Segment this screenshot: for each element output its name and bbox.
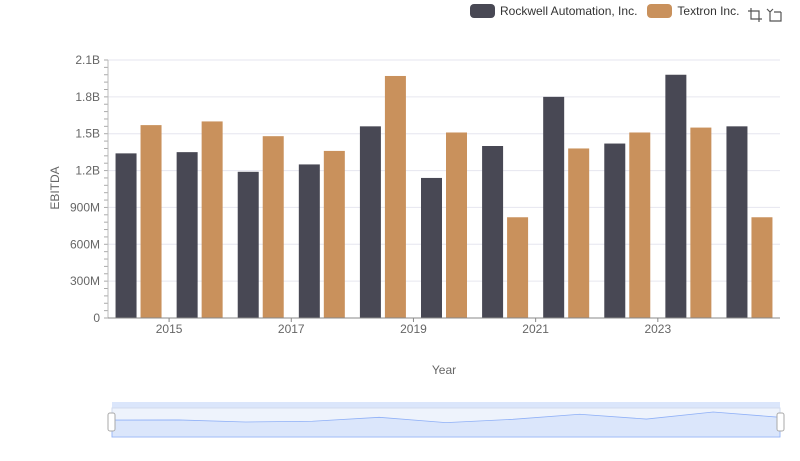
y-axis-title: EBITDA xyxy=(48,166,62,209)
zoom-preview-area xyxy=(111,411,781,438)
y-tick-label: 600M xyxy=(70,237,100,251)
legend-swatch-textron xyxy=(647,4,673,18)
bar-textron[interactable] xyxy=(323,150,345,318)
bar-rockwell[interactable] xyxy=(421,177,442,318)
y-tick-label: 1.2B xyxy=(75,164,100,178)
zoom-handle-left[interactable] xyxy=(107,412,116,432)
y-tick-label: 300M xyxy=(70,274,100,288)
bar-rockwell[interactable] xyxy=(726,126,748,318)
zoom-handle-right[interactable] xyxy=(776,412,785,432)
bar-textron[interactable] xyxy=(201,121,223,318)
x-tick-label: 2021 xyxy=(522,322,549,336)
bar-textron[interactable] xyxy=(690,127,712,318)
data-zoom-slider[interactable] xyxy=(107,402,785,438)
x-tick-label: 2015 xyxy=(156,322,183,336)
bar-textron[interactable] xyxy=(446,132,467,318)
x-tick-label: 2017 xyxy=(278,322,305,336)
y-tick-label: 1.5B xyxy=(75,127,100,141)
bar-rockwell[interactable] xyxy=(665,74,687,318)
bar-textron[interactable] xyxy=(507,217,529,318)
y-tick-label: 2.1B xyxy=(75,53,100,67)
bar-textron[interactable] xyxy=(140,125,162,318)
bar-rockwell[interactable] xyxy=(176,152,198,318)
bar-rockwell[interactable] xyxy=(604,143,626,318)
chart-toolbox xyxy=(746,6,786,24)
bar-textron[interactable] xyxy=(629,132,651,318)
bar-rockwell[interactable] xyxy=(237,171,259,318)
y-tick-label: 0 xyxy=(93,311,100,325)
bar-rockwell[interactable] xyxy=(298,164,320,318)
bar-rockwell[interactable] xyxy=(543,96,565,318)
legend: Rockwell Automation, Inc. Textron Inc. xyxy=(470,4,749,18)
x-tick-label: 2019 xyxy=(400,322,427,336)
zoom-top-bar[interactable] xyxy=(112,402,780,408)
bars xyxy=(115,74,773,318)
bar-textron[interactable] xyxy=(568,148,590,318)
y-tick-label: 1.8B xyxy=(75,90,100,104)
bar-rockwell[interactable] xyxy=(359,126,381,318)
zoom-icon[interactable] xyxy=(746,6,764,24)
legend-label-textron: Textron Inc. xyxy=(677,4,740,18)
bar-textron[interactable] xyxy=(751,217,773,318)
bar-rockwell[interactable] xyxy=(115,153,137,318)
axes: 0 300M 600M 900M 1.2B 1.5B 1.8B 2.1B 2015 2017 201… xyxy=(70,53,780,336)
legend-item-textron[interactable]: Textron Inc. xyxy=(647,4,739,18)
bar-textron[interactable] xyxy=(384,75,406,318)
y-tick-label: 900M xyxy=(70,200,100,214)
bar-textron[interactable] xyxy=(262,136,284,318)
x-tick-label: 2023 xyxy=(644,322,671,336)
legend-item-rockwell[interactable]: Rockwell Automation, Inc. xyxy=(470,4,637,18)
restore-icon[interactable] xyxy=(766,6,784,24)
bar-rockwell[interactable] xyxy=(482,146,504,318)
x-axis-title: Year xyxy=(432,363,456,377)
legend-swatch-rockwell xyxy=(470,4,495,18)
legend-label-rockwell: Rockwell Automation, Inc. xyxy=(500,4,638,18)
